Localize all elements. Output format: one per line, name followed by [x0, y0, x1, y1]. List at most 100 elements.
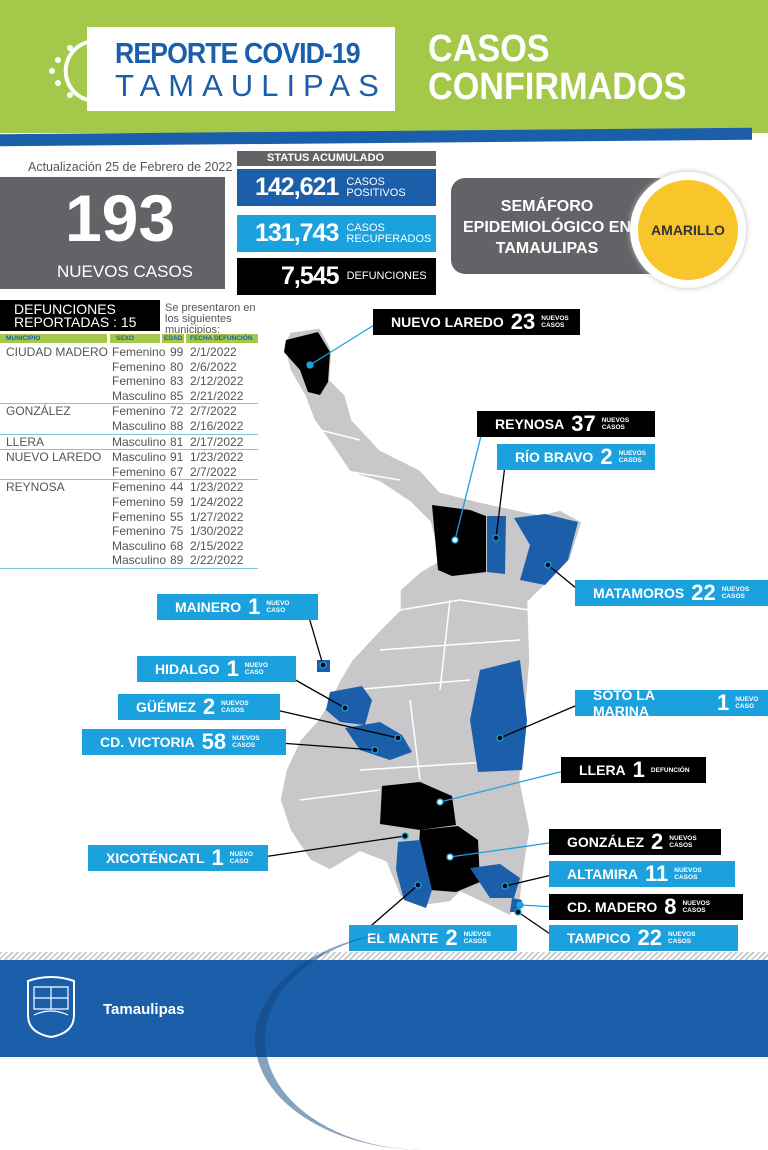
municipio-name: GÜÉMEZ — [136, 699, 196, 715]
cell-sexo: Femenino — [112, 464, 166, 479]
case-note: NUEVOS CASOS — [669, 835, 697, 849]
semaforo-label: SEMÁFORO EPIDEMIOLÓGICO EN TAMAULIPAS — [462, 198, 631, 257]
cell-sexo: Femenino — [112, 404, 166, 419]
case-count: 8 — [664, 894, 677, 919]
municipio-name: XICOTÉNCATL — [106, 850, 205, 866]
map-label-matamoros: MATAMOROS 22 NUEVOS CASOS — [575, 580, 768, 606]
table-row: Femenino 55 1/27/2022 — [0, 510, 258, 525]
case-note: NUEVOS CASOS — [668, 931, 696, 945]
map-label-reynosa: REYNOSA 37 NUEVOS CASOS — [477, 411, 655, 437]
municipio-name: MAINERO — [175, 599, 242, 615]
cell-sexo: Femenino — [112, 374, 166, 389]
table-row: Masculino 68 2/15/2022 — [0, 539, 258, 554]
cell-fecha: 2/7/2022 — [190, 404, 237, 419]
deaths-note: Se presentaron en los siguientes municip… — [165, 302, 256, 336]
case-count: 2 — [600, 444, 613, 469]
table-row: Femenino 59 1/24/2022 — [0, 495, 258, 510]
map-label-cd-madero: CD. MADERO 8 NUEVOS CASOS — [549, 894, 743, 920]
map-label-güémez: GÜÉMEZ 2 NUEVOS CASOS — [118, 694, 280, 720]
cell-edad: 91 — [170, 450, 184, 465]
cell-municipio: GONZÁLEZ — [6, 404, 71, 419]
cell-municipio: REYNOSA — [6, 480, 65, 495]
case-note: DEFUNCIÓN — [650, 766, 690, 774]
table-row: Masculino 88 2/16/2022 — [0, 419, 258, 434]
table-row: Femenino 83 2/12/2022 — [0, 374, 258, 389]
table-row: CIUDAD MADERO Femenino 99 2/1/2022 — [0, 345, 258, 360]
report-state: TAMAULIPAS — [115, 68, 387, 103]
table-row: NUEVO LAREDO Masculino 91 1/23/2022 — [0, 450, 258, 465]
municipio-name: RÍO BRAVO — [515, 449, 594, 465]
cell-sexo: Masculino — [112, 450, 167, 465]
cell-fecha: 2/7/2022 — [190, 464, 237, 479]
new-cases-value: 193 — [64, 181, 176, 255]
case-note: NUEVOS CASOS — [541, 315, 569, 329]
map-label-altamira: ALTAMIRA 11 NUEVOS CASOS — [549, 861, 735, 887]
report-title: REPORTE COVID-19 — [115, 38, 361, 70]
col-edad: EDAD — [162, 334, 184, 343]
col-fecha: FECHA DEFUNCIÓN — [186, 334, 258, 343]
stat-label: CASOS RECUPERADOS — [346, 221, 432, 245]
cell-sexo: Masculino — [112, 553, 167, 568]
map-label-gonzález: GONZÁLEZ 2 NUEVOS CASOS — [549, 829, 721, 855]
stat-positivos: 142,621 CASOS POSITIVOS — [237, 169, 436, 206]
case-note: NUEVO CASO — [735, 696, 759, 710]
map-label-nuevo-laredo: NUEVO LAREDO 23 NUEVOS CASOS — [373, 309, 580, 335]
tamaulipas-map — [255, 321, 583, 939]
cell-fecha: 1/24/2022 — [190, 494, 244, 509]
case-count: 1 — [226, 656, 239, 681]
cell-sexo: Masculino — [112, 434, 167, 449]
table-row: Femenino 67 2/7/2022 — [0, 465, 258, 480]
stat-recuperados: 131,743 CASOS RECUPERADOS — [237, 215, 436, 252]
cell-fecha: 2/16/2022 — [190, 418, 244, 433]
case-count: 2 — [651, 829, 664, 854]
deaths-table: CIUDAD MADERO Femenino 99 2/1/2022 Femenino 8… — [0, 345, 258, 569]
table-row: REYNOSA Femenino 44 1/23/2022 — [0, 480, 258, 495]
cell-municipio: CIUDAD MADERO — [6, 345, 109, 359]
cell-sexo: Femenino — [112, 509, 166, 524]
cell-municipio: NUEVO LAREDO — [6, 450, 102, 465]
cell-edad: 88 — [170, 418, 184, 433]
case-count: 2 — [202, 694, 216, 719]
map-label-soto-la-marina: SOTO LA MARINA 1 NUEVO CASO — [575, 687, 768, 719]
stat-defunciones: 7,545 DEFUNCIONES — [237, 258, 436, 295]
case-count: 23 — [510, 309, 536, 334]
municipio-name: CD. VICTORIA — [100, 734, 195, 750]
case-count: 22 — [637, 925, 662, 950]
deaths-title-line2: REPORTADAS : 15 — [14, 314, 137, 330]
case-note: NUEVOS CASOS — [601, 417, 630, 431]
stat-value: 131,743 — [255, 219, 339, 247]
title-box — [87, 27, 395, 111]
table-row: GONZÁLEZ Femenino 72 2/7/2022 — [0, 404, 258, 419]
cell-edad: 85 — [170, 388, 184, 403]
cell-edad: 89 — [170, 553, 184, 568]
status-title: STATUS ACUMULADO — [237, 151, 436, 166]
cell-edad: 83 — [170, 374, 184, 389]
cell-fecha: 2/17/2022 — [190, 434, 244, 449]
cell-sexo: Femenino — [112, 524, 166, 539]
cell-fecha: 2/6/2022 — [190, 359, 237, 374]
case-count: 11 — [645, 861, 669, 886]
map-label-mainero: MAINERO 1 NUEVO CASO — [157, 594, 318, 620]
map-label-llera: LLERA 1 DEFUNCIÓN — [561, 757, 706, 783]
footer-brand: Tamaulipas — [103, 1001, 185, 1018]
municipio-name: LLERA — [579, 762, 626, 778]
deaths-group: CIUDAD MADERO Femenino 99 2/1/2022 Femenino 8… — [0, 345, 258, 405]
cell-sexo: Masculino — [112, 418, 167, 433]
case-count: 1 — [248, 594, 261, 619]
cell-edad: 44 — [170, 480, 184, 495]
map-label-río-bravo: RÍO BRAVO 2 NUEVOS CASOS — [497, 444, 655, 470]
cell-edad: 59 — [170, 494, 184, 509]
deaths-table-header: MUNICIPIO SEXO EDAD FECHA DEFUNCIÓN — [0, 334, 258, 343]
cell-edad: 99 — [170, 345, 184, 359]
table-row: Femenino 80 2/6/2022 — [0, 360, 258, 375]
municipio-name: HIDALGO — [155, 661, 220, 677]
municipio-name: CD. MADERO — [567, 899, 658, 915]
municipal-borders — [299, 429, 531, 801]
map-label-tampico: TAMPICO 22 NUEVOS CASOS — [549, 925, 738, 951]
deaths-title: DEFUNCIONES REPORTADAS : 15 — [0, 300, 160, 331]
case-note: NUEVOS CASOS — [721, 586, 750, 600]
cell-fecha: 1/23/2022 — [190, 480, 244, 495]
cell-sexo: Femenino — [112, 359, 166, 374]
stat-label: DEFUNCIONES — [346, 270, 427, 282]
deaths-group: NUEVO LAREDO Masculino 91 1/23/2022 Femenino… — [0, 450, 258, 481]
